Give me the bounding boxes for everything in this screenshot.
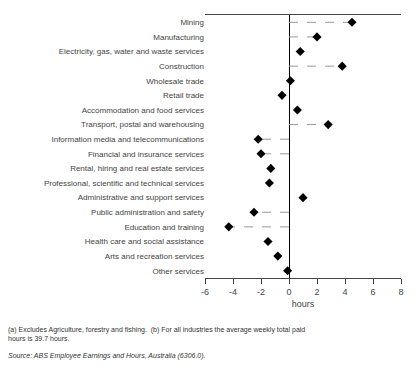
svg-text:0: 0: [286, 287, 291, 297]
svg-text:Accommodation and food service: Accommodation and food services: [82, 106, 204, 115]
svg-text:Construction: Construction: [159, 62, 204, 71]
svg-text:Other services: Other services: [152, 266, 204, 275]
svg-text:Wholesale trade: Wholesale trade: [146, 77, 204, 86]
svg-text:Administrative and support ser: Administrative and support services: [78, 193, 204, 202]
svg-text:Professional, scientific and t: Professional, scientific and technical s…: [44, 179, 204, 188]
svg-text:8: 8: [398, 287, 403, 297]
svg-text:2: 2: [314, 287, 319, 297]
svg-text:6: 6: [370, 287, 375, 297]
svg-text:Health care and social assista: Health care and social assistance: [85, 237, 205, 246]
svg-text:(a) Excludes Agriculture, fore: (a) Excludes Agriculture, forestry and f…: [8, 326, 305, 342]
svg-text:Education and training: Education and training: [124, 223, 204, 232]
svg-text:Transport, postal and warehous: Transport, postal and warehousing: [81, 120, 204, 129]
svg-text:4: 4: [342, 287, 347, 297]
svg-text:Public administration and safe: Public administration and safety: [91, 208, 204, 217]
svg-text:hours: hours: [292, 299, 315, 309]
svg-text:Arts and recreation services: Arts and recreation services: [105, 252, 204, 261]
svg-text:Information media and telecomm: Information media and telecommunications: [51, 135, 204, 144]
svg-text:-4: -4: [229, 287, 237, 297]
svg-text:Mining: Mining: [180, 18, 204, 27]
svg-text:Rental, hiring and real estate: Rental, hiring and real estate services: [70, 164, 204, 173]
svg-text:Financial and insurance servic: Financial and insurance services: [88, 150, 204, 159]
svg-text:-2: -2: [257, 287, 265, 297]
svg-text:-6: -6: [201, 287, 209, 297]
svg-text:Electricity, gas, water and wa: Electricity, gas, water and waste servic…: [59, 47, 204, 56]
svg-text:Source: ABS Employee Earnings: Source: ABS Employee Earnings and Hours,…: [8, 352, 206, 360]
svg-text:Retail trade: Retail trade: [163, 91, 204, 100]
svg-text:Manufacturing: Manufacturing: [153, 33, 204, 42]
